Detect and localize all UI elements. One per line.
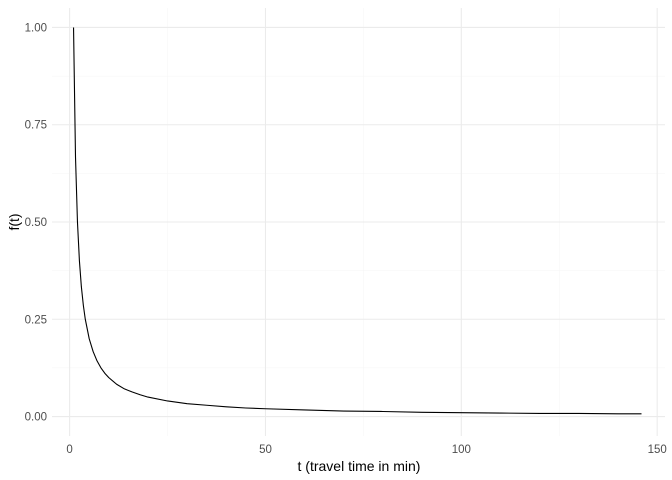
x-tick-label: 100 (452, 444, 471, 456)
series-group (72, 27, 642, 415)
y-axis-tick-labels: 0.00 0.25 0.50 0.75 1.00 (25, 22, 47, 423)
x-tick-label: 0 (66, 444, 72, 456)
x-axis-tick-labels: 0 50 100 150 (66, 444, 666, 456)
x-tick-label: 150 (648, 444, 667, 456)
x-tick-label: 50 (259, 444, 272, 456)
x-axis-title: t (travel time in min) (298, 458, 421, 474)
minor-grid (52, 8, 665, 436)
y-tick-label: 0.50 (25, 217, 47, 229)
series-line-1 (72, 27, 642, 415)
y-tick-label: 1.00 (25, 22, 47, 34)
y-tick-label: 0.00 (25, 412, 47, 424)
major-grid (52, 8, 665, 436)
y-axis-title: f(t) (6, 213, 22, 230)
y-tick-label: 0.75 (25, 120, 47, 132)
y-tick-label: 0.25 (25, 314, 47, 326)
